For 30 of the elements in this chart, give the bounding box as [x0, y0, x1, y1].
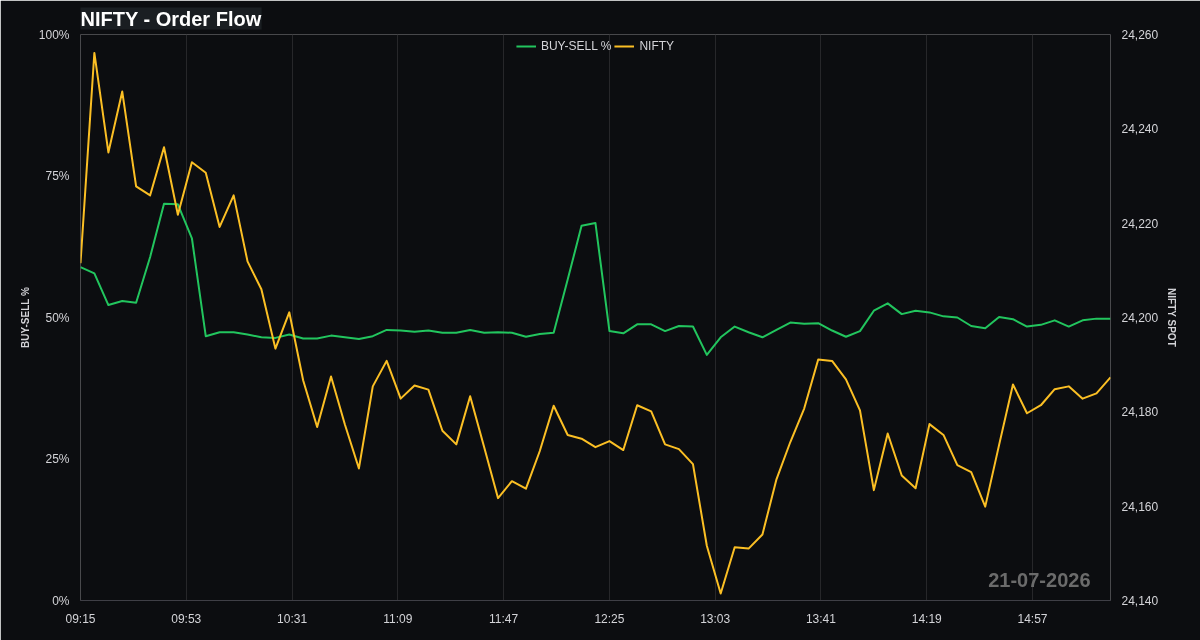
y2-axis-title: NIFTY SPOT: [1166, 288, 1178, 347]
x-tick-label: 13:03: [700, 611, 731, 626]
x-tick-label: 11:09: [383, 611, 413, 626]
y2-tick-label: 24,180: [1121, 405, 1159, 420]
x-tick-label: 14:57: [1017, 611, 1048, 626]
y2-tick-label: 24,140: [1121, 594, 1159, 608]
x-tick-label: 12:25: [594, 611, 625, 626]
y2-tick-label: 24,260: [1121, 28, 1159, 42]
y2-tick-label: 24,220: [1121, 216, 1159, 231]
x-tick-label: 09:15: [65, 611, 96, 626]
x-tick-label: 09:53: [171, 611, 202, 626]
y-tick-label: 0%: [52, 593, 70, 608]
legend-label: BUY-SELL %: [540, 39, 612, 53]
chart-title: NIFTY - Order Flow: [80, 7, 262, 30]
x-tick-label: 13:41: [805, 611, 837, 626]
y-tick-label: 100%: [38, 27, 70, 42]
line-series: [80, 202, 1111, 356]
line-series: [80, 51, 1111, 595]
y-tick-label: 50%: [45, 310, 70, 325]
x-tick-label: 11:47: [488, 611, 519, 626]
annotation: 21-07-2026: [988, 568, 1091, 591]
legend-label: NIFTY: [639, 39, 675, 53]
y2-tick-label: 24,240: [1121, 122, 1159, 137]
y-tick-label: 75%: [45, 169, 70, 183]
x-tick-label: 14:19: [911, 611, 943, 626]
x-tick-label: 10:31: [277, 611, 308, 626]
y2-tick-label: 24,200: [1121, 311, 1159, 325]
y2-tick-label: 24,160: [1121, 499, 1159, 514]
y-axis-title: BUY-SELL %: [19, 287, 31, 349]
y-tick-label: 25%: [45, 452, 70, 466]
